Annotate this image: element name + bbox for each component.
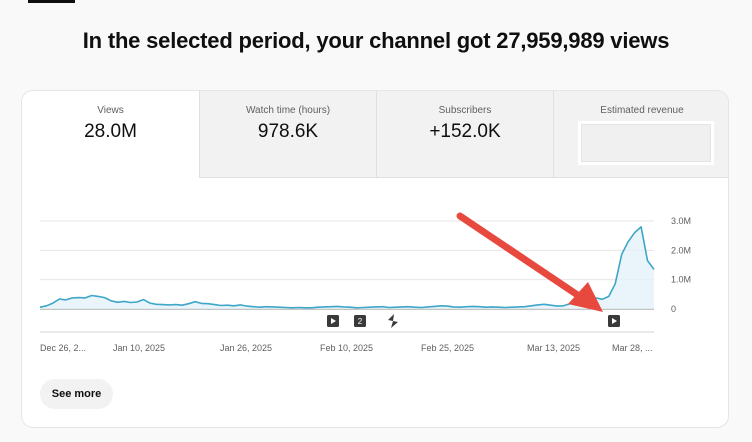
metric-tab-revenue[interactable]: Estimated revenue — [553, 91, 728, 178]
metric-label: Views — [97, 105, 124, 116]
metric-value: +152.0K — [429, 121, 501, 142]
count-badge[interactable]: 2 — [354, 315, 366, 327]
metric-tabs: Views 28.0M Watch time (hours) 978.6K Su… — [22, 91, 728, 178]
see-more-button[interactable]: See more — [40, 379, 113, 409]
metric-tab-subscribers[interactable]: Subscribers +152.0K — [376, 91, 553, 178]
metric-tab-views[interactable]: Views 28.0M — [22, 91, 199, 178]
metric-value: 978.6K — [257, 121, 319, 142]
metric-tab-watch-time[interactable]: Watch time (hours) 978.6K — [199, 91, 376, 178]
svg-text:2: 2 — [358, 317, 363, 326]
play-icon[interactable] — [608, 315, 620, 327]
metric-label: Watch time (hours) — [245, 105, 331, 116]
metric-label: Estimated revenue — [600, 105, 684, 116]
metric-value: 28.0M — [84, 121, 137, 142]
redacted-revenue-value — [578, 121, 714, 165]
page-title: In the selected period, your channel got… — [82, 28, 670, 53]
play-icon[interactable] — [327, 315, 339, 327]
tab-indicator — [28, 0, 75, 3]
shorts-icon[interactable] — [388, 314, 398, 328]
analytics-card: Views 28.0M Watch time (hours) 978.6K Su… — [21, 90, 729, 428]
metric-label: Subscribers — [438, 105, 492, 116]
